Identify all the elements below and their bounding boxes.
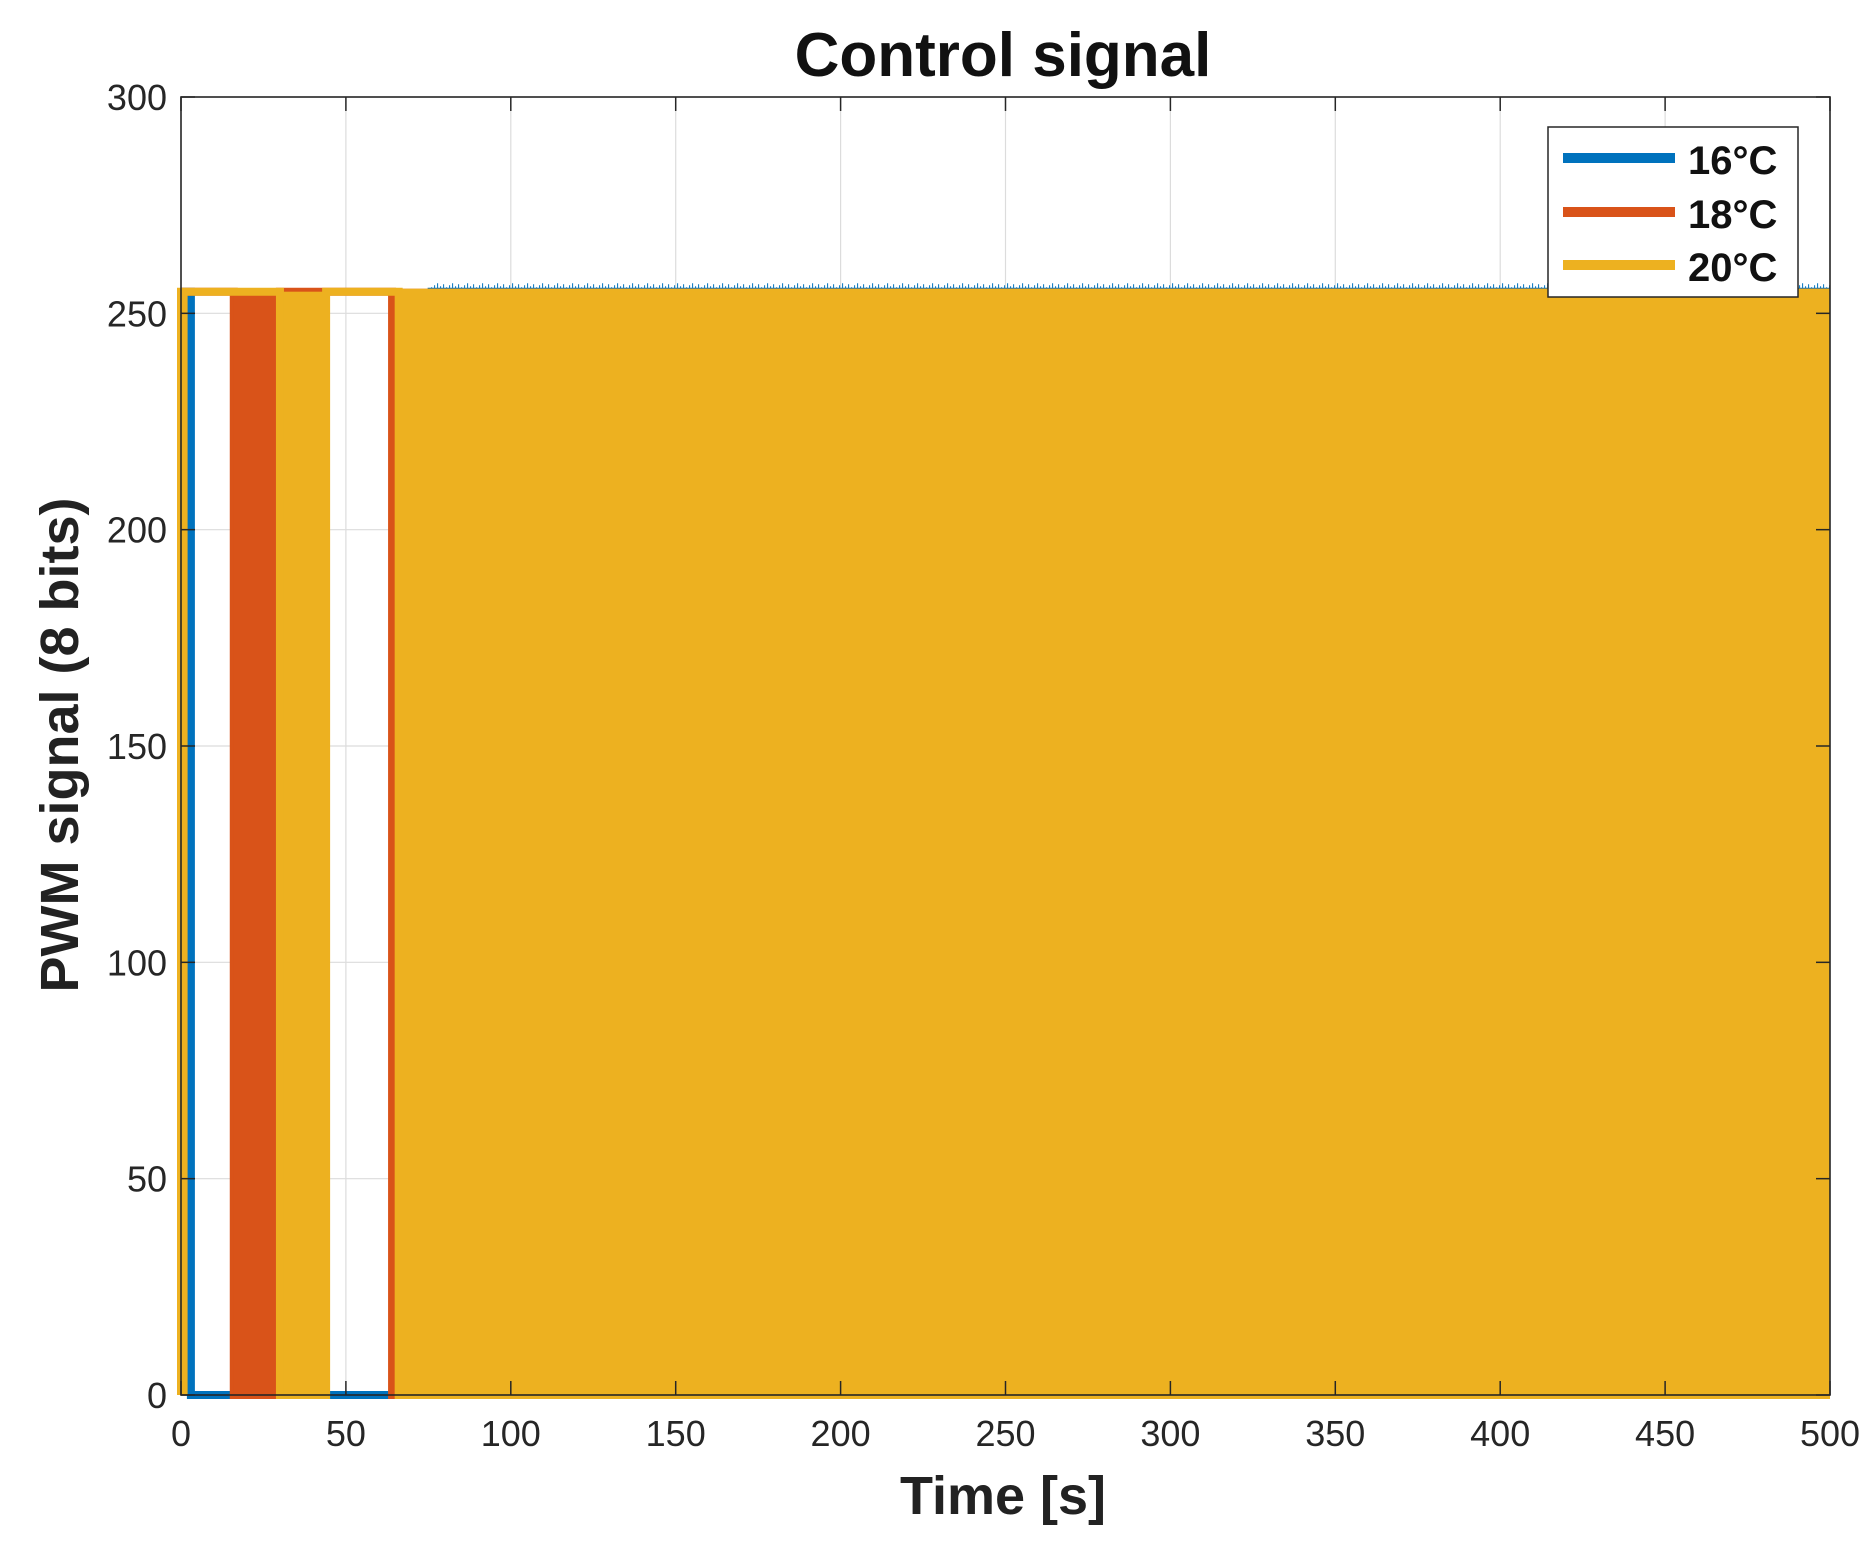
x-tick-label: 250 [975,1413,1035,1454]
series-dense-block [283,291,327,1396]
x-tick-label: 450 [1635,1413,1695,1454]
legend-label-18c: 18°C [1688,193,1777,237]
x-tick-label: 50 [326,1413,366,1454]
y-tick-label: 100 [107,942,167,983]
series-dense-block [388,291,399,1396]
chart-title: Control signal [795,21,1212,90]
y-tick-label: 0 [147,1375,167,1416]
x-tick-label: 300 [1140,1413,1200,1454]
y-tick-label: 200 [107,510,167,551]
x-tick-label: 350 [1305,1413,1365,1454]
series-layer [177,283,1831,1399]
legend-label-16c: 16°C [1688,139,1777,183]
series-2 [177,287,1831,1399]
legend: 16°C 18°C 20°C [1547,126,1799,298]
x-tick-label: 100 [481,1413,541,1454]
series-dense-region [398,288,1831,1399]
y-tick-label: 50 [127,1159,167,1200]
series-dense-block [181,291,188,1396]
series-dense-block [233,291,280,1396]
x-axis-label: Time [s] [900,1466,1106,1526]
legend-label-20c: 20°C [1688,246,1777,290]
y-tick-label: 250 [107,293,167,334]
x-tick-label: 500 [1800,1413,1860,1454]
x-tick-label: 0 [171,1413,191,1454]
y-tick-label: 300 [107,77,167,118]
x-tick-label: 150 [646,1413,706,1454]
axis-ticks: 0 50 100 150 200 250 300 350 400 450 500 0 50 100 150 2… [107,77,1860,1454]
x-tick-label: 200 [811,1413,871,1454]
y-axis-label: PWM signal (8 bits) [30,497,90,992]
x-tick-label: 400 [1470,1413,1530,1454]
y-tick-label: 150 [107,726,167,767]
